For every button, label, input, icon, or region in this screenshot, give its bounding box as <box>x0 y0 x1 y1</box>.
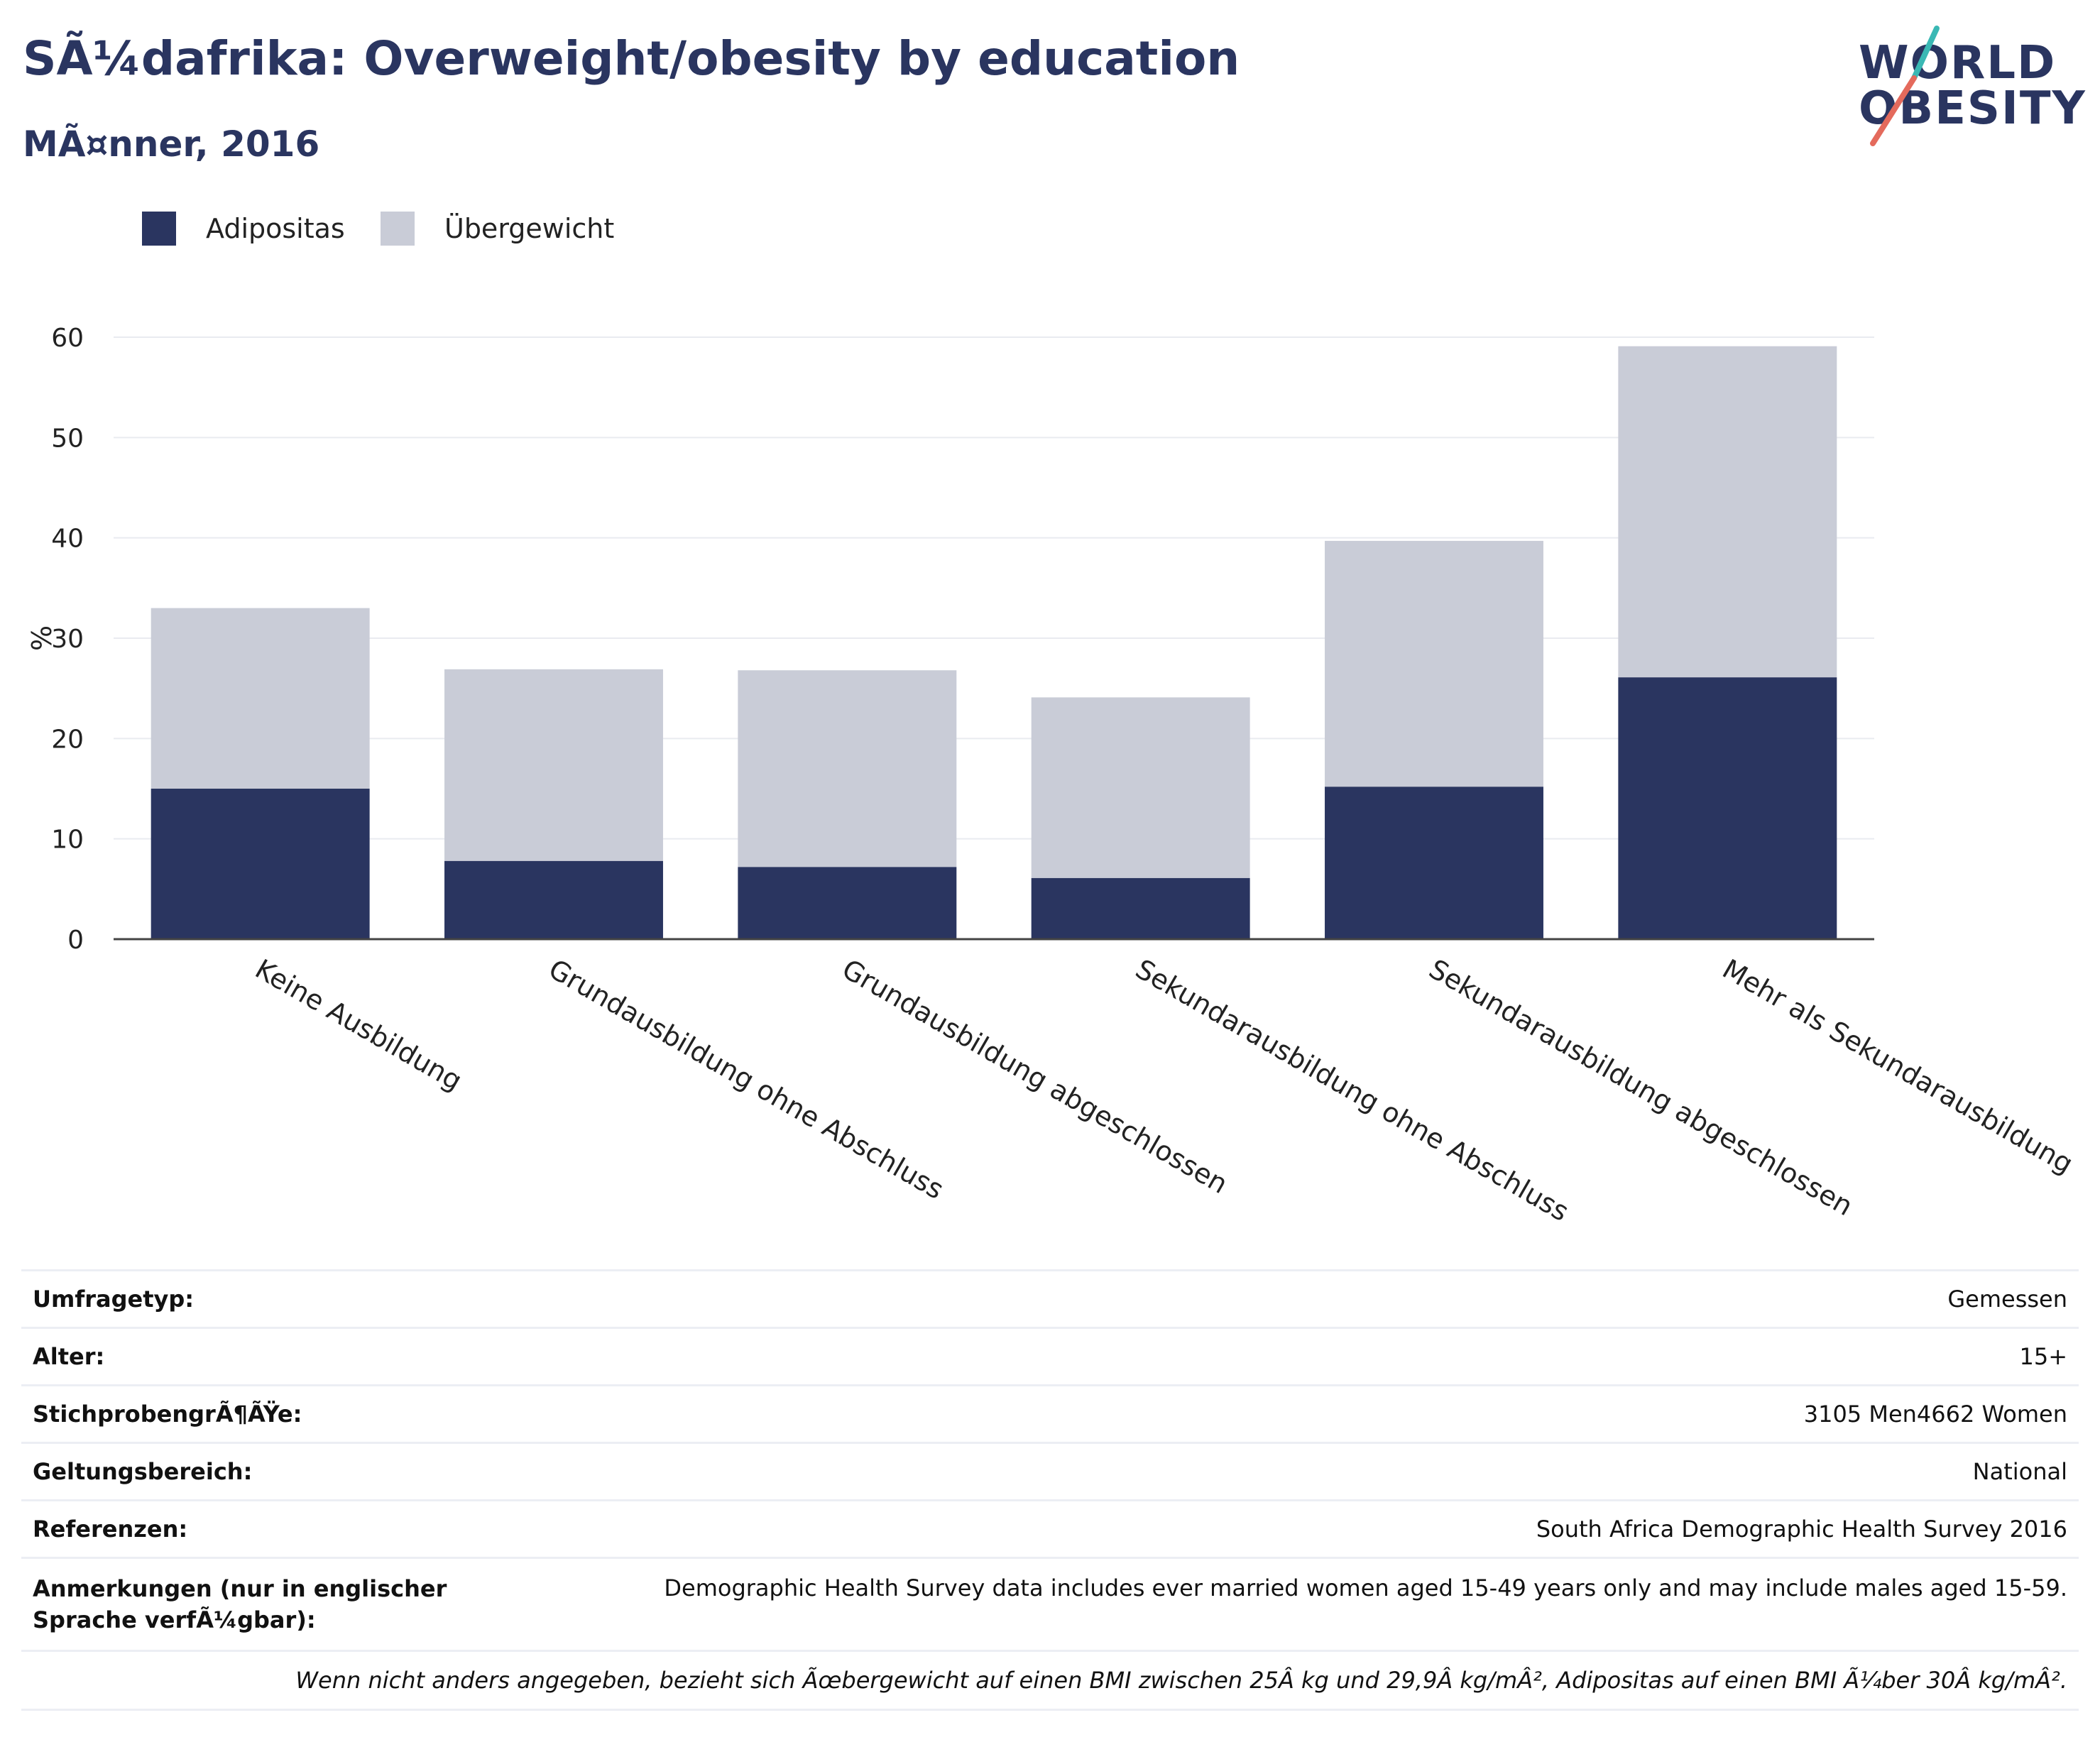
bar-adipositas[interactable] <box>1031 877 1250 939</box>
info-row: StichprobengrÃ¶ÃŸe: 3105 Men4662 Women <box>21 1384 2079 1442</box>
info-table: Umfragetyp: Gemessen Alter: 15+ Stichprobeng… <box>21 1269 2079 1711</box>
info-value: Demographic Health Survey data includes … <box>664 1575 2067 1601</box>
legend-swatch-adipositas <box>142 212 176 246</box>
bar-adipositas[interactable] <box>151 789 370 939</box>
info-row: Geltungsbereich: National <box>21 1442 2079 1499</box>
info-row: Alter: 15+ <box>21 1327 2079 1384</box>
info-label: Geltungsbereich: <box>33 1458 253 1485</box>
footnote-row: Wenn nicht anders angegeben, bezieht sic… <box>21 1650 2079 1711</box>
bar-adipositas[interactable] <box>1618 677 1837 939</box>
bar-uebergewicht[interactable] <box>1618 346 1837 678</box>
world-obesity-logo: WORLD OBESITY <box>1853 21 2087 149</box>
info-value: 3105 Men4662 Women <box>1803 1401 2067 1428</box>
footnote-text: Wenn nicht anders angegeben, bezieht sic… <box>295 1667 2067 1694</box>
info-label: StichprobengrÃ¶ÃŸe: <box>33 1401 302 1428</box>
y-tick-label: 0 <box>67 926 84 955</box>
y-tick-label: 50 <box>51 424 84 453</box>
info-row: Anmerkungen (nur in englischer Sprache v… <box>21 1557 2079 1650</box>
legend-label-uebergewicht: Übergewicht <box>444 213 615 244</box>
bar-uebergewicht[interactable] <box>151 608 370 789</box>
y-tick-label: 10 <box>51 826 84 855</box>
bar-adipositas[interactable] <box>738 867 957 939</box>
info-label: Alter: <box>33 1343 105 1370</box>
info-row: Referenzen: South Africa Demographic Heal… <box>21 1499 2079 1557</box>
info-value: South Africa Demographic Health Survey 2… <box>1536 1516 2067 1543</box>
info-label: Referenzen: <box>33 1516 188 1543</box>
info-label: Umfragetyp: <box>33 1286 195 1313</box>
bar-adipositas[interactable] <box>444 860 663 939</box>
bar-uebergewicht[interactable] <box>738 670 957 867</box>
bar-adipositas[interactable] <box>1325 787 1543 939</box>
legend-label-adipositas: Adipositas <box>206 213 345 244</box>
bar-uebergewicht[interactable] <box>444 669 663 861</box>
bar-uebergewicht[interactable] <box>1031 697 1250 878</box>
x-tick-label: Keine Ausbildung <box>250 953 467 1097</box>
logo-line-1: WORLD <box>1859 37 2057 89</box>
y-tick-label: 60 <box>51 324 84 353</box>
chart-title: SÃ¼dafrika: Overweight/obesity by educat… <box>23 31 1240 86</box>
y-tick-label: 30 <box>51 625 84 654</box>
info-label: Anmerkungen (nur in englischer Sprache v… <box>33 1575 447 1633</box>
y-axis-label: % <box>26 625 58 651</box>
bar-uebergewicht[interactable] <box>1325 540 1543 787</box>
info-value: National <box>1972 1458 2067 1485</box>
info-value: Gemessen <box>1947 1286 2067 1313</box>
y-tick-label: 40 <box>51 525 84 554</box>
info-value: 15+ <box>2019 1343 2067 1370</box>
legend-swatch-uebergewicht <box>381 212 415 246</box>
logo-slash-icon <box>1870 26 1940 146</box>
info-row: Umfragetyp: Gemessen <box>21 1269 2079 1327</box>
y-tick-label: 20 <box>51 725 84 754</box>
chart-subtitle: MÃ¤nner, 2016 <box>23 124 320 165</box>
